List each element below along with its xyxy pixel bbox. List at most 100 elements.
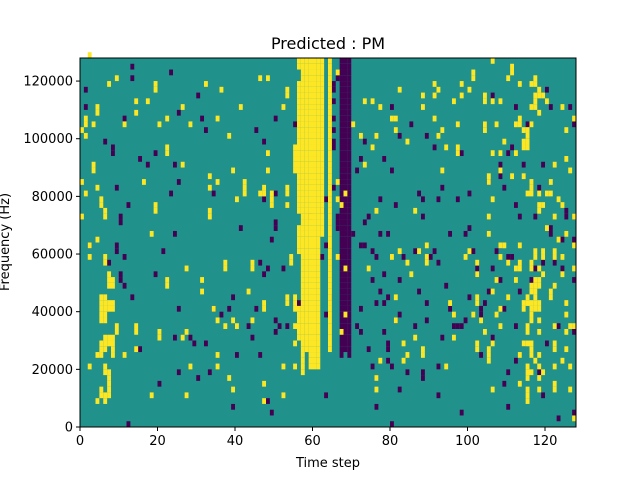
heatmap-cell-low <box>335 225 340 231</box>
heatmap-cell-low <box>153 271 158 278</box>
heatmap-cell-high <box>262 380 267 387</box>
heatmap-cell-high <box>494 311 499 318</box>
heatmap-cell-low <box>339 213 344 220</box>
heatmap-cell-high <box>184 265 189 272</box>
heatmap-cell-high <box>436 132 441 139</box>
y-tick-label: 120000 <box>23 75 73 90</box>
heatmap-cell-high <box>95 236 100 243</box>
heatmap-cell-high <box>250 317 255 324</box>
heatmap-cell-low <box>339 323 344 329</box>
heatmap-cell-low <box>339 334 344 341</box>
heatmap-cell-high <box>552 254 557 260</box>
heatmap-cell-high <box>529 305 534 312</box>
y-tick-label: 20000 <box>32 363 73 378</box>
heatmap-cell-high <box>87 242 92 249</box>
heatmap-cell-low <box>118 277 123 283</box>
heatmap-cell-high <box>107 282 112 289</box>
heatmap-cell-high <box>517 242 522 249</box>
heatmap-cell-high <box>308 138 313 145</box>
heatmap-cell-low <box>347 271 352 278</box>
heatmap-cell-high <box>517 259 522 266</box>
heatmap-cell-low <box>339 63 344 70</box>
heatmap-cell-high <box>312 202 317 208</box>
heatmap-cell-high <box>316 340 321 347</box>
heatmap-cell-high <box>300 219 305 226</box>
heatmap-cell-high <box>99 317 104 324</box>
heatmap-cell-low <box>250 334 255 341</box>
heatmap-cell-high <box>560 271 565 278</box>
heatmap-cell-high <box>308 69 313 76</box>
heatmap-cell-high <box>328 328 332 335</box>
heatmap-cell-high <box>560 357 565 364</box>
heatmap-cell-high <box>300 63 305 70</box>
heatmap-cell-high <box>335 179 340 185</box>
heatmap-cell-high <box>300 357 305 364</box>
heatmap-cell-high <box>572 415 577 422</box>
heatmap-cell-high <box>289 259 294 266</box>
heatmap-cell-high <box>475 340 480 347</box>
heatmap-cell-high <box>165 282 170 289</box>
heatmap-cell-high <box>316 294 321 301</box>
heatmap-cell-high <box>328 190 332 197</box>
heatmap-cell-high <box>207 173 212 180</box>
heatmap-cell-low <box>390 421 394 427</box>
heatmap-cell-high <box>300 317 305 324</box>
heatmap-cell-low <box>343 121 348 128</box>
heatmap-cell-high <box>308 150 313 157</box>
heatmap-cell-high <box>525 144 530 151</box>
heatmap-cell-high <box>312 311 317 318</box>
heatmap-cell-low <box>502 305 507 312</box>
heatmap-cell-high <box>312 236 317 243</box>
heatmap-cell-high <box>312 109 317 116</box>
heatmap-cell-high <box>99 386 104 393</box>
heatmap-cell-high <box>320 104 325 110</box>
heatmap-cell-high <box>300 81 305 87</box>
heatmap-cell-high <box>285 184 290 191</box>
heatmap-cell-low <box>339 173 344 180</box>
heatmap-cell-low <box>207 369 212 376</box>
heatmap-cell-high <box>304 81 309 87</box>
heatmap-cell-high <box>300 282 305 289</box>
heatmap-cell-low <box>339 104 344 110</box>
heatmap-cell-low <box>324 392 329 399</box>
heatmap-cell-high <box>533 92 538 99</box>
heatmap-cell-high <box>486 230 491 237</box>
heatmap-cell-high <box>320 196 325 203</box>
heatmap-cell-high <box>316 115 321 122</box>
heatmap-cell-low <box>347 288 352 295</box>
heatmap-cell-high <box>525 328 530 335</box>
heatmap-cell-high <box>316 213 321 220</box>
heatmap-cell-low <box>370 277 375 283</box>
heatmap-cell-high <box>533 98 538 105</box>
heatmap-cell-high <box>320 173 325 180</box>
heatmap-cell-high <box>328 294 332 301</box>
heatmap-cell-low <box>339 242 344 249</box>
heatmap-cell-low <box>246 323 251 329</box>
heatmap-cell-low <box>83 104 88 110</box>
heatmap-cell-high <box>300 236 305 243</box>
heatmap-cell-high <box>517 121 522 128</box>
heatmap-cell-high <box>308 271 313 278</box>
heatmap-cell-high <box>99 340 104 347</box>
heatmap-cell-low <box>343 230 348 237</box>
heatmap-cell-high <box>99 300 104 306</box>
heatmap-cell-high <box>300 167 305 174</box>
heatmap-cell-high <box>304 86 309 93</box>
heatmap-cell-low <box>374 403 379 410</box>
heatmap-cell-high <box>316 92 321 99</box>
chart-title: Predicted : PM <box>271 34 385 53</box>
heatmap-cell-high <box>304 132 309 139</box>
heatmap-cell-high <box>370 98 375 105</box>
heatmap-cell-low <box>541 392 546 399</box>
heatmap-cell-low <box>424 300 429 306</box>
heatmap-cell-low <box>347 156 352 162</box>
heatmap-cell-high <box>490 196 495 203</box>
heatmap-cell-high <box>107 340 112 347</box>
heatmap-cell-high <box>304 202 309 208</box>
heatmap-cell-high <box>103 213 108 220</box>
heatmap-cell-high <box>564 311 569 318</box>
heatmap-cell-low <box>169 69 174 76</box>
heatmap-cell-high <box>107 392 112 399</box>
heatmap-cell-high <box>564 127 569 133</box>
heatmap-cell-high <box>304 109 309 116</box>
